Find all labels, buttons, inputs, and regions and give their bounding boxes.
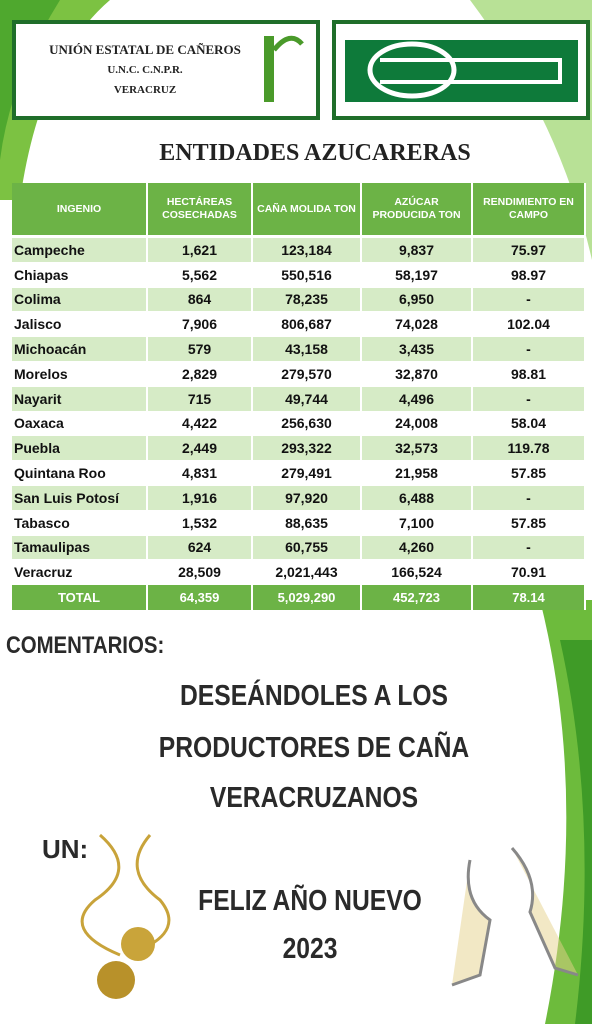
column-header: INGENIO	[12, 183, 148, 235]
cell-value: 4,496	[362, 386, 473, 412]
cell-value: 75.97	[473, 238, 586, 263]
cell-value: 57.85	[473, 461, 586, 486]
row-label: Puebla	[12, 436, 148, 462]
cell-value: 550,516	[253, 262, 362, 288]
title: ENTIDADES AZUCARERAS	[159, 140, 471, 166]
total-label: TOTAL	[12, 585, 148, 611]
cell-value: 49,744	[253, 386, 362, 412]
cell-value: 119.78	[473, 436, 586, 462]
cell-value: 74,028	[362, 312, 473, 338]
row-label: Nayarit	[12, 386, 148, 412]
cell-value: 624	[148, 535, 253, 561]
cell-value: 715	[148, 386, 253, 412]
cell-value: 3,435	[362, 337, 473, 362]
cell-value: 57.85	[473, 510, 586, 536]
row-label: Tamaulipas	[12, 535, 148, 561]
column-header: AZÚCAR PRODUCIDA TON	[362, 183, 473, 235]
row-label: Veracruz	[12, 560, 148, 586]
cell-value: 60,755	[253, 535, 362, 561]
cell-value: 4,831	[148, 461, 253, 486]
cell-value: 4,260	[362, 535, 473, 561]
cell-value: 2,021,443	[253, 560, 362, 586]
org-line: U.N.C. C.N.P.R.	[107, 64, 183, 76]
row-label: Michoacán	[12, 337, 148, 362]
table: INGENIO HECTÁREAS COSECHADAS CAÑA MOLIDA T…	[12, 183, 586, 611]
cell-value: 32,573	[362, 436, 473, 462]
cell-value: 6,488	[362, 486, 473, 511]
cell-value: 1,532	[148, 510, 253, 536]
total-value: 64,359	[148, 585, 253, 611]
cell-value: 6,950	[362, 287, 473, 313]
row-label: Colima	[12, 287, 148, 313]
cell-value: 2,449	[148, 436, 253, 462]
column-header: CAÑA MOLIDA TON	[253, 183, 362, 235]
cell-value: 97,920	[253, 486, 362, 511]
row-label: Oaxaca	[12, 411, 148, 437]
cell-value: 279,491	[253, 461, 362, 486]
total-value: 78.14	[473, 585, 586, 611]
cell-value: 43,158	[253, 337, 362, 362]
comments-label: COMENTARIOS:	[5, 632, 165, 659]
cell-value: 7,100	[362, 510, 473, 536]
row-label: Jalisco	[12, 312, 148, 338]
cell-value: 4,422	[148, 411, 253, 437]
cell-value: 9,837	[362, 238, 473, 263]
cell-value: 70.91	[473, 560, 586, 586]
cell-value: 1,621	[148, 238, 253, 263]
cell-value: 293,322	[253, 436, 362, 462]
org-line: VERACRUZ	[113, 84, 177, 96]
cell-value: 256,630	[253, 411, 362, 437]
column-header: HECTÁREAS COSECHADAS	[148, 183, 253, 235]
cell-value: 123,184	[253, 238, 362, 263]
row-label: Campeche	[12, 238, 148, 263]
cell-value: 1,916	[148, 486, 253, 511]
year: 2023	[282, 933, 338, 965]
cell-value: 58.04	[473, 411, 586, 437]
row-label: Morelos	[12, 362, 148, 387]
cell-value: 5,562	[148, 262, 253, 288]
cell-value: 579	[148, 337, 253, 362]
row-label: Quintana Roo	[12, 461, 148, 486]
message-line: VERACRUZANOS	[209, 782, 419, 814]
total-value: 5,029,290	[253, 585, 362, 611]
row-label: San Luis Potosí	[12, 486, 148, 511]
cell-value: 58,197	[362, 262, 473, 288]
row-label: Chiapas	[12, 262, 148, 288]
un-label: UN:	[42, 834, 89, 864]
cell-value: 98.81	[473, 362, 586, 387]
cell-value: 88,635	[253, 510, 362, 536]
cell-value: 806,687	[253, 312, 362, 338]
cell-value: 32,870	[362, 362, 473, 387]
cell-value: 2,829	[148, 362, 253, 387]
cell-value: 166,524	[362, 560, 473, 586]
cell-value: -	[473, 386, 586, 412]
cell-value: 279,570	[253, 362, 362, 387]
total-value: 452,723	[362, 585, 473, 611]
greeting: FELIZ AÑO NUEVO	[198, 885, 422, 917]
cell-value: 21,958	[362, 461, 473, 486]
row-label: Tabasco	[12, 510, 148, 536]
column-header: RENDIMIENTO EN CAMPO	[473, 183, 586, 235]
cell-value: 24,008	[362, 411, 473, 437]
cell-value: -	[473, 535, 586, 561]
cell-value: 28,509	[148, 560, 253, 586]
org-line: UNIÓN ESTATAL DE CAÑEROS	[49, 42, 241, 57]
message-line: PRODUCTORES DE CAÑA	[158, 732, 470, 764]
cell-value: -	[473, 337, 586, 362]
cell-value: 864	[148, 287, 253, 313]
cell-value: 7,906	[148, 312, 253, 338]
cell-value: 78,235	[253, 287, 362, 313]
cell-value: -	[473, 486, 586, 511]
cell-value: 102.04	[473, 312, 586, 338]
cell-value: -	[473, 287, 586, 313]
message-line: DESEÁNDOLES A LOS	[180, 680, 448, 712]
cell-value: 98.97	[473, 262, 586, 288]
